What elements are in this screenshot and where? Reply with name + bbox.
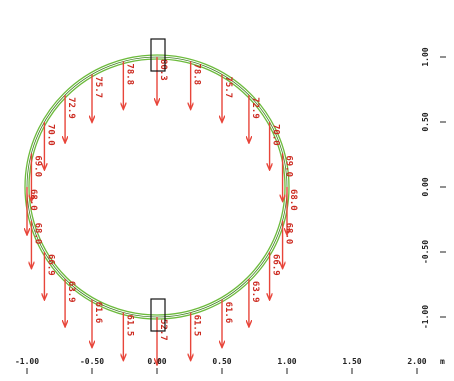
y-tick-label: -0.50 <box>421 240 430 264</box>
highlight-box <box>150 38 166 72</box>
load-label: 66.9 <box>271 254 281 276</box>
load-label: 70.0 <box>45 124 55 146</box>
x-axis: -1.00 -0.50 0.00 0.50 1.00 1.50 2.00 m <box>15 357 445 374</box>
x-tick-label: 1.00 <box>277 357 296 366</box>
load-label: 61.5 <box>124 315 134 337</box>
load-arrows <box>27 57 287 365</box>
x-axis-unit: m <box>440 357 445 366</box>
load-label: 78.8 <box>124 63 134 85</box>
highlight-box <box>150 298 166 332</box>
load-label: 69.0 <box>32 155 42 177</box>
load-label: 63.9 <box>250 281 260 303</box>
x-tick-label: 0.50 <box>212 357 231 366</box>
load-label: 68.0 <box>28 189 38 211</box>
x-tick-label: -1.00 <box>15 357 39 366</box>
load-label: 70.0 <box>271 124 281 146</box>
load-label: 61.5 <box>192 315 202 337</box>
y-tick-label: -1.00 <box>421 305 430 329</box>
load-label: 63.9 <box>66 281 76 303</box>
y-axis: 1.00 0.50 0.00 -0.50 -1.00 <box>421 47 446 329</box>
load-label: 69.0 <box>284 155 294 177</box>
load-label: 68.0 <box>32 223 42 245</box>
x-tick-label: 2.00 <box>407 357 426 366</box>
load-label: 72.9 <box>250 97 260 119</box>
load-label: 68.0 <box>288 189 298 211</box>
load-label: 61.6 <box>93 302 103 324</box>
load-label: 75.7 <box>93 76 103 98</box>
y-tick-label: 1.00 <box>421 47 430 66</box>
load-label: 78.8 <box>192 63 202 85</box>
x-tick-label: 1.50 <box>342 357 361 366</box>
x-tick-label: 0.00 <box>147 357 166 366</box>
y-tick-label: 0.00 <box>421 177 430 196</box>
load-label: 66.9 <box>45 254 55 276</box>
load-labels: 80.378.8 78.875.7 75.772.9 72.970.0 70.069.0… <box>28 38 298 341</box>
load-label: 61.6 <box>223 302 233 324</box>
load-label: 52.7 <box>158 319 168 341</box>
load-label: 68.0 <box>284 223 294 245</box>
x-tick-label: -0.50 <box>80 357 104 366</box>
load-label: 75.7 <box>223 76 233 98</box>
load-label: 80.3 <box>158 59 168 81</box>
load-label: 72.9 <box>66 97 76 119</box>
y-tick-label: 0.50 <box>421 112 430 131</box>
